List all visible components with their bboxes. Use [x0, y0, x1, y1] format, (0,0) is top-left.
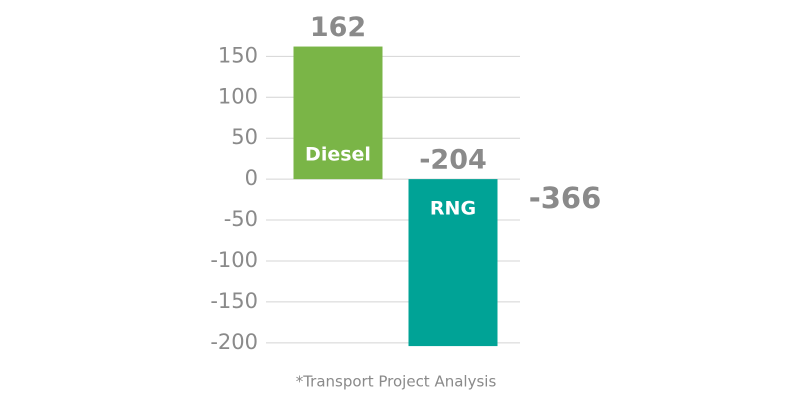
total-annotation: -366	[529, 181, 602, 215]
footnote: *Transport Project Analysis	[296, 373, 497, 391]
y-tick-label: 0	[245, 166, 258, 190]
category-label: RNG	[430, 198, 476, 220]
y-tick-label: -150	[210, 289, 258, 313]
bar	[408, 179, 498, 347]
y-tick-label: 150	[218, 43, 258, 67]
value-label: -204	[419, 145, 487, 176]
y-tick-label: -200	[210, 330, 258, 354]
value-label: 162	[310, 12, 366, 43]
y-tick-label: 100	[218, 84, 258, 108]
category-label: Diesel	[305, 144, 371, 166]
y-tick-label: -50	[224, 207, 258, 231]
y-tick-label: -100	[210, 248, 258, 272]
bar	[293, 46, 383, 180]
y-tick-label: 50	[231, 125, 258, 149]
